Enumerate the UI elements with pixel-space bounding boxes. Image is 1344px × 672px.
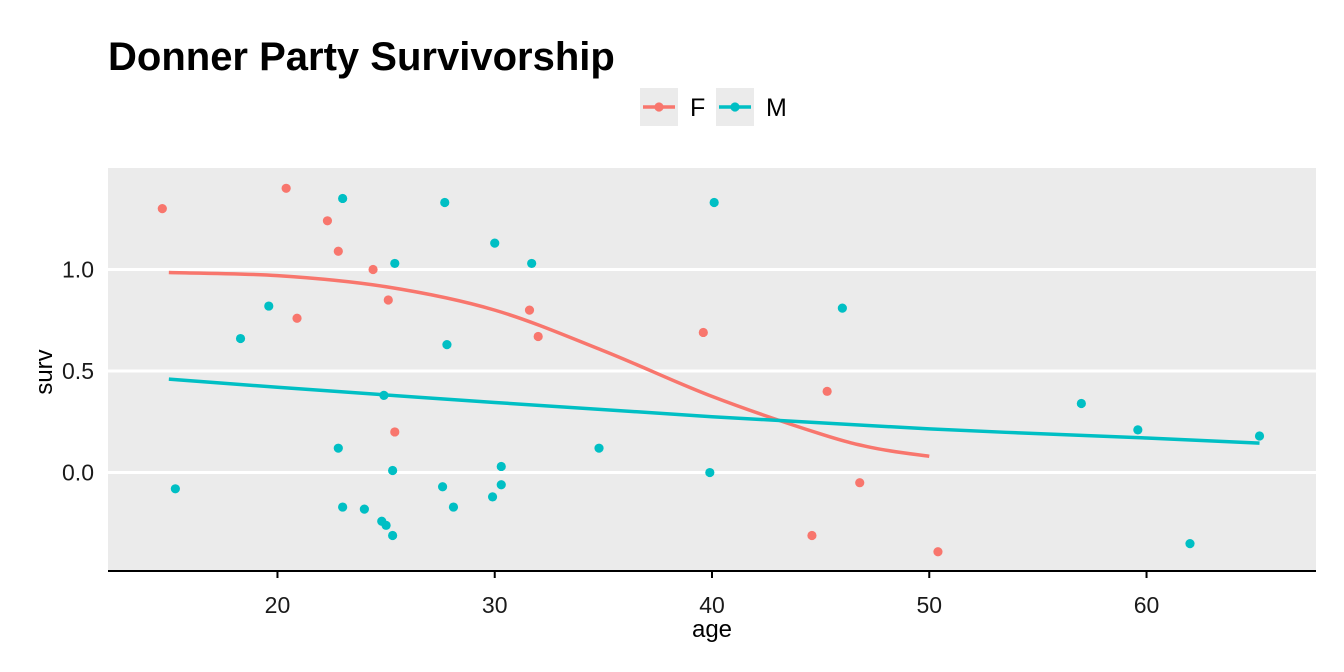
data-point-M (388, 465, 398, 476)
data-point-M (705, 467, 715, 478)
data-point-F (333, 246, 343, 256)
y-axis-ticks: 0.0 0.5 1.0 (62, 257, 94, 486)
data-point-M (527, 258, 537, 269)
data-point-F (292, 313, 302, 323)
data-point-F (855, 478, 865, 488)
data-point-M (390, 258, 400, 269)
data-point-M (388, 530, 398, 541)
data-point-M (264, 301, 274, 311)
chart-title: Donner Party Survivorship (108, 35, 615, 79)
data-point-M (379, 390, 389, 400)
data-point-F (933, 547, 943, 557)
data-point-M (235, 333, 246, 344)
data-point-M (338, 193, 348, 204)
data-point-M (496, 461, 506, 472)
fit-lines (168, 270, 1260, 459)
legend-label: F (690, 94, 705, 122)
data-point-M (442, 340, 452, 350)
y-tick-label: 0.0 (62, 460, 94, 486)
plot-panel (108, 168, 1316, 570)
legend-item-M: M (716, 88, 787, 126)
legend-item-F: F (640, 88, 705, 126)
data-point-M (359, 504, 369, 514)
data-point-M (1254, 431, 1265, 441)
legend-key-point (654, 102, 664, 112)
y-tick-label: 0.5 (62, 358, 94, 384)
x-tick-label: 20 (265, 592, 291, 618)
data-point-F (524, 305, 535, 315)
data-point-M (333, 443, 343, 453)
data-point-M (448, 502, 459, 512)
data-point-M (1076, 398, 1086, 409)
fit-line-M (168, 377, 1260, 445)
data-point-F (390, 427, 400, 437)
data-point-F (822, 386, 832, 396)
legend-key-point (730, 102, 740, 112)
x-axis-ticks: 20 30 40 50 60 (265, 571, 1160, 618)
legend-label: M (766, 94, 787, 122)
data-point-M (1185, 539, 1195, 549)
x-tick-label: 50 (916, 592, 942, 618)
x-tick-label: 60 (1134, 592, 1160, 618)
data-point-F (698, 327, 708, 338)
data-point-M (490, 238, 500, 248)
data-point-F (807, 530, 817, 541)
data-point-M (594, 443, 604, 453)
data-point-M (496, 480, 506, 490)
data-point-M (1133, 425, 1143, 435)
data-point-F (533, 331, 543, 342)
data-point-F (383, 295, 393, 305)
x-axis-title: age (692, 616, 732, 643)
y-tick-label: 1.0 (62, 257, 94, 283)
data-point-M (338, 502, 348, 512)
data-point-M (381, 520, 391, 530)
y-axis-title: surv (31, 349, 58, 394)
data-point-F (157, 204, 167, 214)
data-point-F (322, 216, 333, 226)
data-point-M (709, 197, 719, 208)
data-point-F (368, 264, 378, 275)
x-tick-label: 30 (482, 592, 508, 618)
data-point-M (440, 197, 450, 208)
x-tick-label: 40 (699, 592, 725, 618)
data-point-F (281, 183, 291, 193)
data-point-M (487, 492, 498, 502)
fit-line-F (168, 270, 930, 459)
data-point-M (170, 484, 180, 494)
data-point-M (437, 482, 448, 492)
data-point-M (837, 303, 847, 313)
data-points (157, 183, 1265, 557)
